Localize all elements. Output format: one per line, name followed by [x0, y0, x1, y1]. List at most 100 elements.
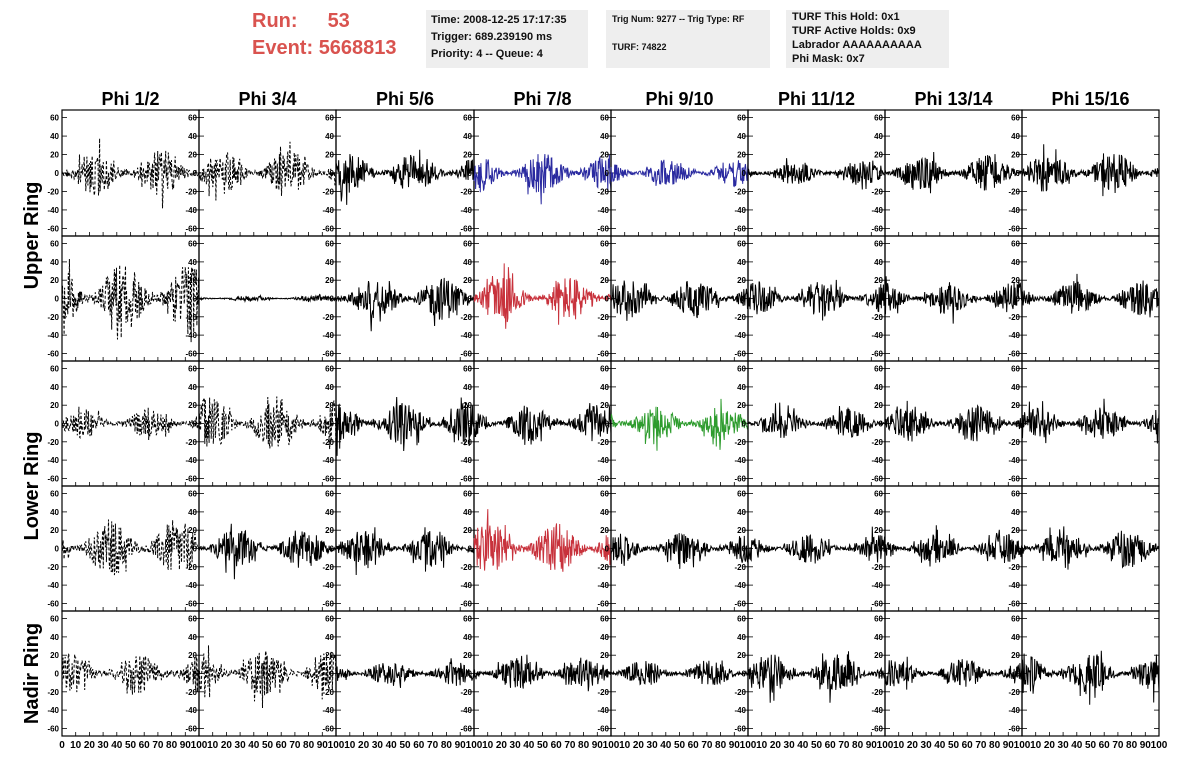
y-tick-label: -20	[47, 688, 59, 697]
y-tick-label: 20	[188, 651, 197, 660]
y-tick-label: -20	[460, 187, 472, 196]
y-tick-label: 40	[874, 258, 883, 267]
y-tick-label: 20	[874, 651, 883, 660]
y-tick-label: -60	[185, 724, 197, 733]
y-tick-label: 60	[50, 240, 59, 249]
waveform-panel: -60 -40 -20 0 20 40 60	[871, 109, 1023, 237]
y-tick-label: -40	[734, 206, 746, 215]
run-label: Run:	[252, 10, 298, 32]
waveform-trace	[610, 280, 749, 321]
y-tick-label: -20	[597, 688, 609, 697]
y-tick-label: 40	[325, 508, 334, 517]
x-tick-label: 60	[551, 740, 563, 751]
y-tick-label: 40	[874, 383, 883, 392]
y-tick-label: 0	[605, 295, 610, 304]
y-tick-label: 40	[737, 383, 746, 392]
waveform-panel: -60 -40 -20 0 20 40 60	[185, 360, 337, 487]
y-tick-label: 60	[600, 240, 609, 249]
y-tick-label: -20	[597, 438, 609, 447]
x-tick-label: 10	[756, 740, 768, 751]
y-tick-label: 20	[188, 276, 197, 285]
y-tick-label: 40	[1011, 132, 1020, 141]
y-tick-label: 0	[55, 545, 60, 554]
y-tick-label: 60	[325, 615, 334, 624]
y-tick-label: 40	[188, 258, 197, 267]
y-tick-label: -20	[1008, 187, 1020, 196]
y-tick-label: 40	[463, 258, 472, 267]
y-tick-label: -40	[734, 456, 746, 465]
y-tick-label: -40	[1008, 456, 1020, 465]
y-tick-label: -40	[871, 331, 883, 340]
y-tick-label: 60	[1011, 490, 1020, 499]
y-tick-label: -20	[185, 688, 197, 697]
x-tick-label: 10	[482, 740, 494, 751]
y-tick-label: -60	[322, 724, 334, 733]
y-tick-label: -60	[871, 724, 883, 733]
waveform-panel: -60 -40 -20 0 20 40 60	[322, 109, 475, 237]
waveform-panel: -60 -40 -20 0 20 40 60	[734, 109, 886, 237]
waveform-trace	[335, 277, 475, 332]
y-tick-label: -60	[47, 724, 59, 733]
x-tick-label: 20	[496, 740, 508, 751]
x-tick-label: 50	[262, 740, 274, 751]
waveform-panel: -60 -40 -20 0 20 40 60	[871, 360, 1023, 487]
y-tick-label: 40	[600, 633, 609, 642]
y-tick-label: -20	[47, 438, 59, 447]
panel-frame	[61, 235, 200, 362]
y-tick-label: -40	[597, 456, 609, 465]
x-tick-label: 90	[1003, 740, 1015, 751]
y-tick-label: -20	[322, 563, 334, 572]
y-tick-label: -60	[734, 349, 746, 358]
x-tick-label: 100	[1151, 740, 1168, 751]
waveform-panel: -60 -40 -20 0 20 40 60	[1008, 235, 1160, 362]
waveform-panel: -60 -40 -20 0 20 40 60	[460, 360, 612, 487]
x-tick-label: 50	[537, 740, 549, 751]
x-tick-label: 10	[207, 740, 219, 751]
y-tick-label: 0	[193, 295, 198, 304]
waveform-trace	[1021, 398, 1160, 444]
y-tick-label: -20	[1008, 313, 1020, 322]
y-tick-label: 0	[330, 295, 335, 304]
waveform-panel: -60 -40 -20 0 20 40 60	[734, 485, 886, 612]
y-tick-label: 20	[50, 526, 59, 535]
y-tick-label: -40	[322, 456, 334, 465]
y-tick-label: 0	[879, 169, 884, 178]
y-tick-label: -20	[322, 313, 334, 322]
y-tick-label: 0	[879, 670, 884, 679]
waveform-trace	[884, 656, 1023, 690]
x-tick-label: 60	[139, 740, 151, 751]
y-tick-label: 40	[463, 132, 472, 141]
y-tick-label: -40	[47, 456, 59, 465]
y-tick-label: 40	[50, 258, 59, 267]
x-tick-label: 90	[729, 740, 741, 751]
x-tick-label: 30	[98, 740, 110, 751]
y-tick-label: 20	[325, 276, 334, 285]
x-tick-label: 90	[1140, 740, 1152, 751]
y-tick-label: -40	[185, 206, 197, 215]
y-tick-label: -20	[460, 313, 472, 322]
y-tick-label: 60	[188, 114, 197, 123]
waveform-trace	[198, 645, 337, 709]
row-group-label: Upper Ring	[21, 182, 43, 290]
x-tick-label: 70	[838, 740, 850, 751]
y-tick-label: 0	[55, 420, 60, 429]
y-tick-label: -60	[322, 224, 334, 233]
y-tick-label: -20	[871, 688, 883, 697]
x-tick-label: 20	[1044, 740, 1056, 751]
y-tick-label: -20	[597, 563, 609, 572]
panel-frame	[61, 610, 200, 737]
y-tick-label: -20	[1008, 563, 1020, 572]
time-text: Time: 2008-12-25 17:17:35	[431, 14, 567, 26]
y-tick-label: -20	[871, 187, 883, 196]
y-tick-label: -60	[597, 349, 609, 358]
y-tick-label: 20	[188, 151, 197, 160]
x-tick-label: 30	[921, 740, 933, 751]
y-tick-label: -60	[47, 349, 59, 358]
y-tick-label: 20	[600, 401, 609, 410]
y-tick-label: -40	[185, 331, 197, 340]
y-tick-label: -40	[185, 456, 197, 465]
y-tick-label: -40	[460, 706, 472, 715]
y-tick-label: 40	[600, 508, 609, 517]
